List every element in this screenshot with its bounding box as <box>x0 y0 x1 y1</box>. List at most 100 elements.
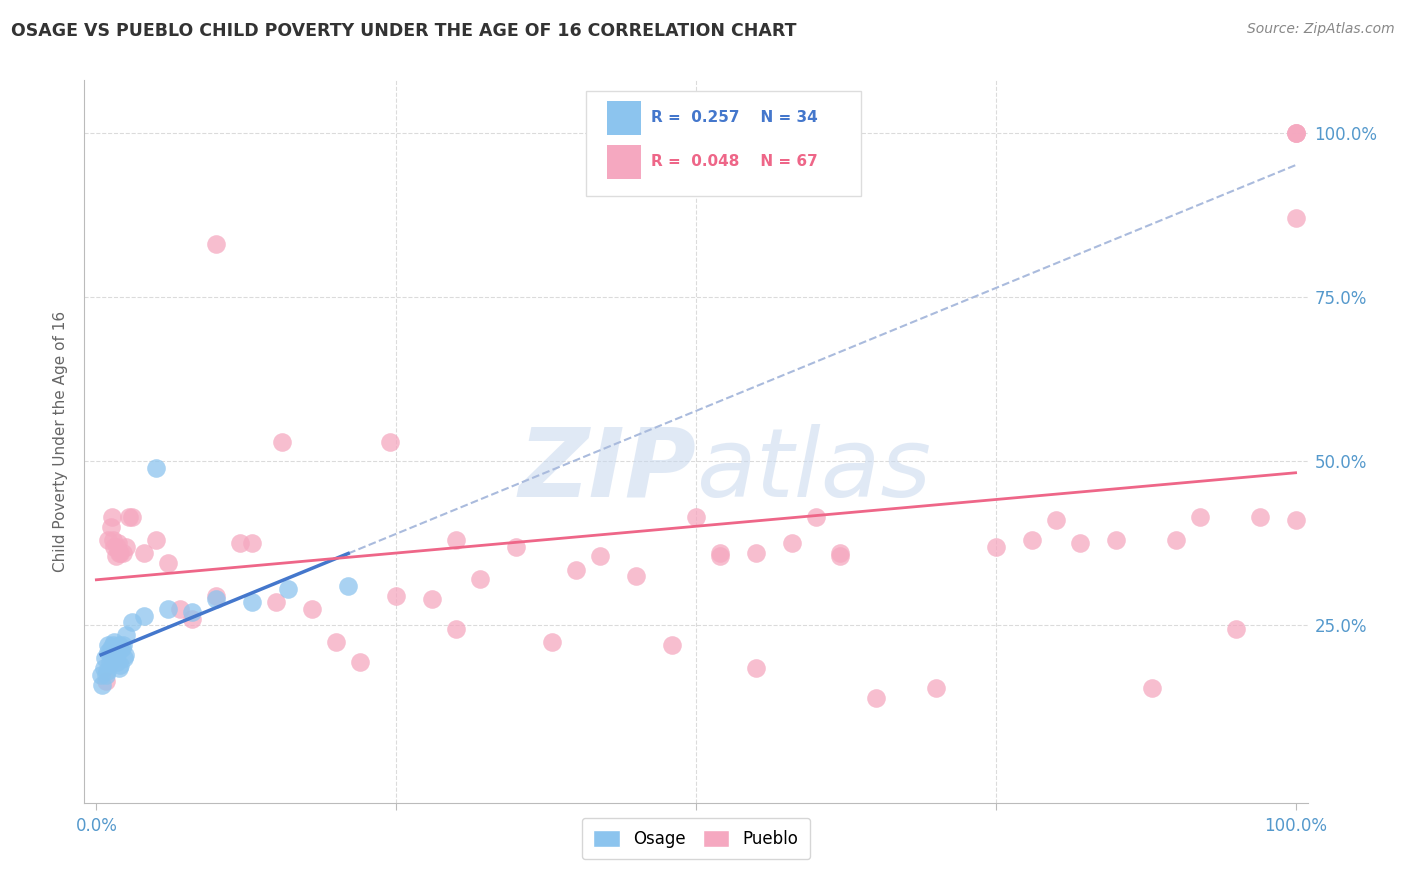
Point <box>301 602 323 616</box>
Point <box>385 589 408 603</box>
Point <box>1284 126 1306 140</box>
Point <box>229 536 252 550</box>
Point <box>111 638 134 652</box>
Point <box>105 540 128 554</box>
Point <box>105 655 128 669</box>
Text: ZIP: ZIP <box>517 424 696 517</box>
Point <box>277 582 299 597</box>
Point <box>240 536 263 550</box>
Point <box>624 569 647 583</box>
FancyBboxPatch shape <box>606 145 641 179</box>
Point <box>745 661 768 675</box>
Point <box>264 595 287 609</box>
Point <box>1140 681 1163 695</box>
Point <box>118 510 141 524</box>
Point <box>157 602 180 616</box>
Point <box>205 237 228 252</box>
Point <box>349 655 371 669</box>
Point <box>505 540 527 554</box>
Point <box>181 605 204 619</box>
Point <box>100 648 122 662</box>
Point <box>984 540 1007 554</box>
Point <box>121 510 143 524</box>
Point <box>1284 211 1306 226</box>
Point <box>380 434 402 449</box>
Point <box>108 661 131 675</box>
Text: Source: ZipAtlas.com: Source: ZipAtlas.com <box>1247 22 1395 37</box>
FancyBboxPatch shape <box>606 101 641 136</box>
Point <box>104 651 127 665</box>
Point <box>685 510 707 524</box>
Point <box>101 533 124 547</box>
Point <box>541 635 564 649</box>
Point <box>444 622 467 636</box>
Point <box>1284 513 1306 527</box>
Point <box>134 546 156 560</box>
Point <box>114 648 136 662</box>
Point <box>101 645 124 659</box>
Point <box>101 638 124 652</box>
Point <box>97 533 120 547</box>
Point <box>865 690 887 705</box>
Point <box>121 615 143 630</box>
Point <box>100 641 122 656</box>
Point <box>94 674 117 689</box>
Point <box>100 520 122 534</box>
Point <box>104 549 127 564</box>
Point <box>169 602 191 616</box>
Text: R =  0.048    N = 67: R = 0.048 N = 67 <box>651 154 817 169</box>
Point <box>91 677 114 691</box>
Point <box>709 549 731 564</box>
Point <box>101 510 124 524</box>
Text: atlas: atlas <box>696 424 931 517</box>
Point <box>111 546 134 560</box>
Point <box>337 579 360 593</box>
Point <box>93 651 117 665</box>
Point <box>205 589 228 603</box>
Point <box>97 638 120 652</box>
Point <box>145 533 167 547</box>
Text: OSAGE VS PUEBLO CHILD POVERTY UNDER THE AGE OF 16 CORRELATION CHART: OSAGE VS PUEBLO CHILD POVERTY UNDER THE … <box>11 22 797 40</box>
Point <box>108 638 131 652</box>
Point <box>1249 510 1271 524</box>
Y-axis label: Child Poverty Under the Age of 16: Child Poverty Under the Age of 16 <box>53 311 69 572</box>
Point <box>107 536 129 550</box>
Point <box>1225 622 1247 636</box>
Point <box>110 641 132 656</box>
Point <box>1045 513 1067 527</box>
Point <box>1284 126 1306 140</box>
Point <box>325 635 347 649</box>
FancyBboxPatch shape <box>586 91 860 196</box>
Point <box>804 510 827 524</box>
Point <box>1284 126 1306 140</box>
Point <box>103 540 125 554</box>
Point <box>181 612 204 626</box>
Point <box>98 655 121 669</box>
Point <box>157 556 180 570</box>
Point <box>110 657 132 672</box>
Point <box>444 533 467 547</box>
Point <box>1021 533 1043 547</box>
Point <box>1105 533 1128 547</box>
Point <box>103 635 125 649</box>
Point <box>134 608 156 623</box>
Point <box>1188 510 1211 524</box>
Point <box>565 563 588 577</box>
Point <box>589 549 612 564</box>
Point <box>745 546 768 560</box>
Point <box>709 546 731 560</box>
Point <box>96 665 118 679</box>
Point <box>925 681 948 695</box>
Point <box>90 667 112 681</box>
Point <box>205 592 228 607</box>
Point <box>145 460 167 475</box>
Point <box>108 546 131 560</box>
Text: R =  0.257    N = 34: R = 0.257 N = 34 <box>651 111 817 126</box>
Point <box>420 592 443 607</box>
Point <box>115 628 138 642</box>
Point <box>1069 536 1091 550</box>
Legend: Osage, Pueblo: Osage, Pueblo <box>582 818 810 860</box>
Point <box>97 645 120 659</box>
Point <box>112 651 135 665</box>
Point <box>828 549 851 564</box>
